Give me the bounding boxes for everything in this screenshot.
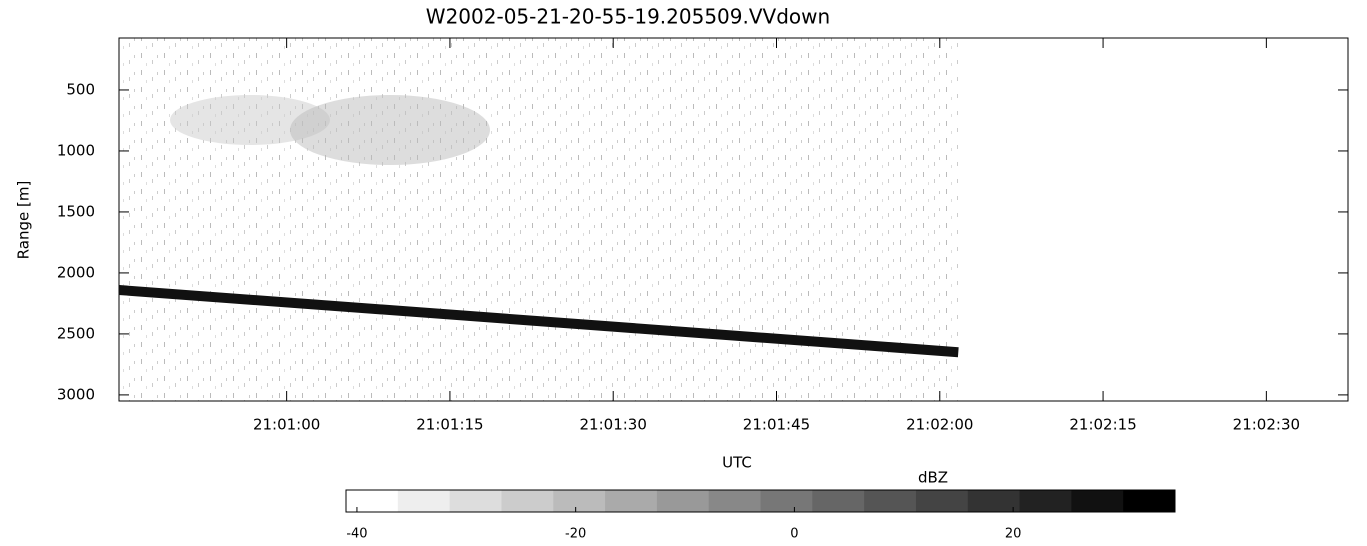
- colorbar-band: [812, 490, 865, 512]
- plot-frame: [118, 37, 1349, 402]
- x-tick-label: 21:01:45: [743, 416, 810, 434]
- cloud-echo: [290, 95, 490, 165]
- x-tick-label: 21:02:15: [1069, 416, 1136, 434]
- y-axis-label: Range [m]: [15, 181, 33, 260]
- colorbar-band: [605, 490, 658, 512]
- colorbar-band: [553, 490, 606, 512]
- colorbar-band: [915, 490, 969, 512]
- colorbar-band: [967, 490, 1021, 512]
- x-tick-label: 21:02:30: [1233, 416, 1300, 434]
- y-tick-label: 3000: [57, 385, 95, 403]
- colorbar-band: [397, 490, 451, 512]
- colorbar-tick-label: 0: [790, 527, 798, 542]
- x-tick-label: 21:02:00: [906, 416, 973, 434]
- colorbar-band: [656, 490, 710, 512]
- colorbar-tick-label: 20: [1005, 527, 1022, 542]
- colorbar-band: [1071, 490, 1124, 512]
- colorbar-band: [760, 490, 813, 512]
- y-tick-label: 1500: [57, 202, 95, 220]
- colorbar-band: [1123, 490, 1176, 512]
- chart-title: W2002-05-21-20-55-19.205509.VVdown: [426, 5, 830, 29]
- x-tick-label: 21:01:30: [580, 416, 647, 434]
- colorbar-band: [346, 490, 399, 512]
- colorbar-band: [864, 490, 917, 512]
- colorbar-band: [449, 490, 502, 512]
- x-axis-label: UTC: [722, 454, 752, 472]
- colorbar-tick-label: -20: [565, 527, 586, 542]
- x-tick-label: 21:01:15: [416, 416, 483, 434]
- y-tick-label: 500: [66, 80, 95, 98]
- colorbar-band: [1019, 490, 1072, 512]
- ground-return-line: [118, 285, 959, 358]
- cloud-echo: [170, 95, 330, 145]
- y-tick-label: 1000: [57, 141, 95, 159]
- colorbar-label: dBZ: [918, 469, 948, 487]
- colorbar-frame: [345, 489, 1176, 513]
- colorbar-band: [501, 490, 554, 512]
- colorbar-band: [708, 490, 761, 512]
- y-tick-label: 2500: [57, 324, 95, 342]
- x-tick-label: 21:01:00: [253, 416, 320, 434]
- y-tick-label: 2000: [57, 263, 95, 281]
- colorbar-tick-label: -40: [346, 527, 367, 542]
